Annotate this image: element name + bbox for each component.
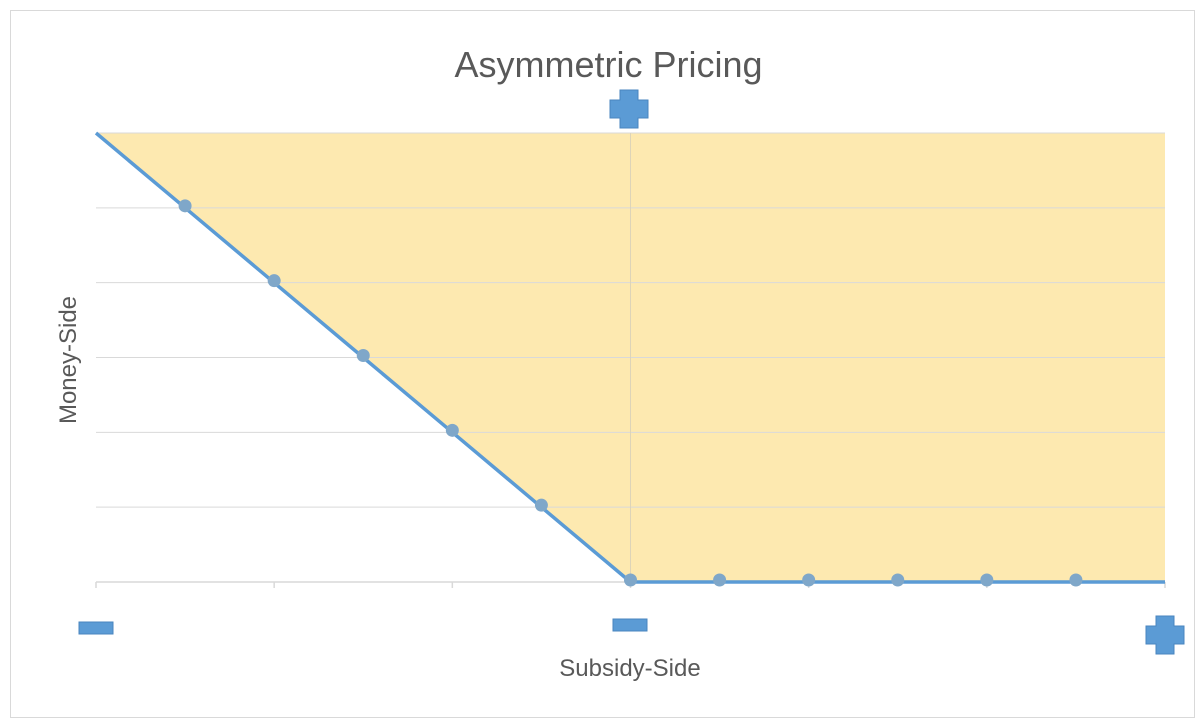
data-point xyxy=(713,573,727,587)
data-point xyxy=(802,573,816,587)
x-axis-label: Subsidy-Side xyxy=(559,655,701,682)
data-point xyxy=(356,349,370,362)
data-point xyxy=(891,573,905,587)
chart-title: Asymmetric Pricing xyxy=(454,44,763,85)
y-positive-plus-icon xyxy=(609,89,649,129)
x-positive-plus-icon xyxy=(1145,615,1185,655)
data-point xyxy=(178,199,192,213)
y-negative-minus-icon xyxy=(612,618,648,632)
data-point xyxy=(445,423,459,437)
data-point xyxy=(534,498,548,512)
data-point xyxy=(1069,573,1083,587)
x-negative-minus-icon xyxy=(78,621,114,635)
data-point xyxy=(980,573,994,587)
data-point xyxy=(624,573,637,587)
data-point xyxy=(267,274,281,288)
